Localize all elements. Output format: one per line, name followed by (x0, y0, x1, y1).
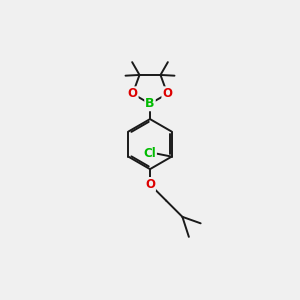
Text: O: O (162, 87, 172, 100)
Text: Cl: Cl (143, 147, 156, 160)
Text: O: O (145, 178, 155, 191)
Text: B: B (145, 97, 155, 110)
Text: O: O (128, 87, 138, 100)
